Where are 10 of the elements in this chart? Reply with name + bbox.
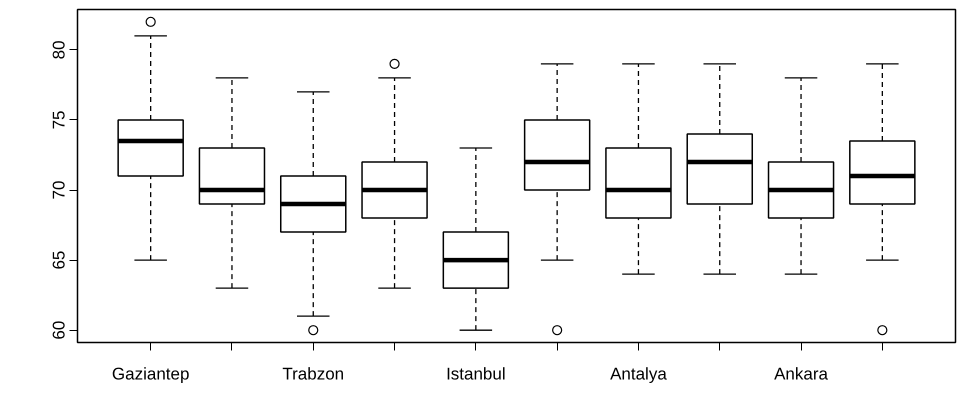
x-tick-label: Antalya (610, 364, 668, 384)
y-tick-label: 75 (50, 110, 68, 130)
y-tick-label: 60 (50, 320, 68, 340)
y-tick-label: 70 (50, 180, 68, 200)
x-tick-label: Gaziantep (112, 364, 190, 384)
x-tick-label: Istanbul (446, 364, 506, 384)
y-tick-label: 65 (50, 250, 68, 270)
y-tick-label: 80 (50, 40, 68, 60)
x-tick-label: Ankara (774, 364, 829, 384)
x-tick-label: Trabzon (282, 364, 344, 384)
